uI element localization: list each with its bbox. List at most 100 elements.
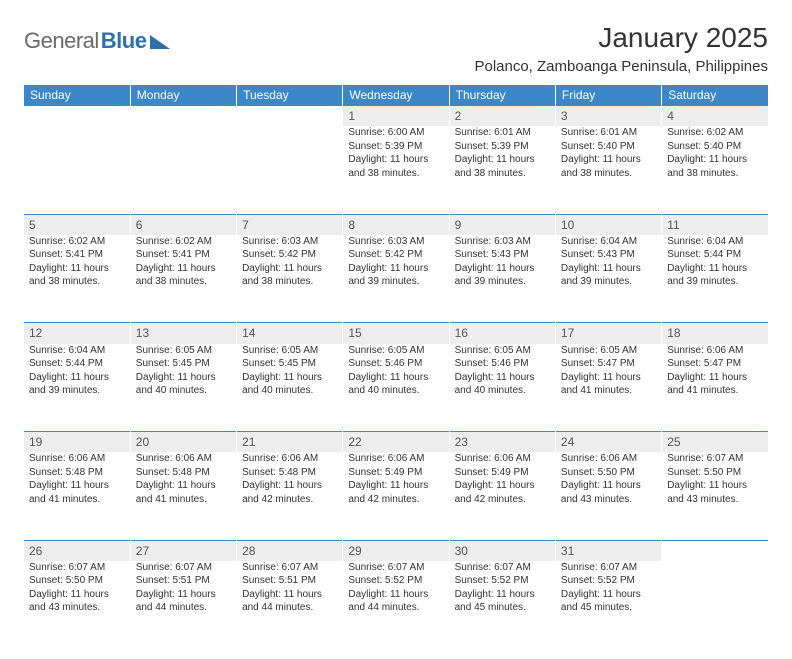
day-detail-cell: Sunrise: 6:00 AMSunset: 5:39 PMDaylight:… (343, 126, 449, 214)
sunset-line: Sunset: 5:49 PM (455, 466, 550, 480)
day-detail-cell: Sunrise: 6:05 AMSunset: 5:47 PMDaylight:… (555, 344, 661, 432)
day-detail-cell (662, 561, 768, 649)
daylight-line: Daylight: 11 hours and 39 minutes. (667, 262, 763, 289)
sunset-line: Sunset: 5:47 PM (667, 357, 763, 371)
month-title: January 2025 (474, 22, 768, 54)
sunset-line: Sunset: 5:41 PM (29, 248, 125, 262)
weekday-header: Monday (130, 85, 236, 106)
sunset-line: Sunset: 5:40 PM (561, 140, 656, 154)
day-number-cell: 23 (449, 432, 555, 453)
daylight-line: Daylight: 11 hours and 38 minutes. (136, 262, 231, 289)
daylight-line: Daylight: 11 hours and 45 minutes. (455, 588, 550, 615)
sunset-line: Sunset: 5:48 PM (136, 466, 231, 480)
sunset-line: Sunset: 5:42 PM (348, 248, 443, 262)
sunset-line: Sunset: 5:49 PM (348, 466, 443, 480)
sunrise-line: Sunrise: 6:03 AM (348, 235, 443, 249)
day-number-cell: 15 (343, 323, 449, 344)
day-number-cell: 27 (130, 540, 236, 561)
day-detail-row: Sunrise: 6:04 AMSunset: 5:44 PMDaylight:… (24, 344, 768, 432)
sunrise-line: Sunrise: 6:02 AM (29, 235, 125, 249)
location-subtitle: Polanco, Zamboanga Peninsula, Philippine… (474, 58, 768, 75)
day-number-row: 1234 (24, 106, 768, 127)
day-detail-cell: Sunrise: 6:07 AMSunset: 5:50 PMDaylight:… (24, 561, 130, 649)
day-detail-cell: Sunrise: 6:04 AMSunset: 5:43 PMDaylight:… (555, 235, 661, 323)
day-number-cell: 20 (130, 432, 236, 453)
sunrise-line: Sunrise: 6:02 AM (136, 235, 231, 249)
daylight-line: Daylight: 11 hours and 40 minutes. (348, 371, 443, 398)
day-detail-cell (237, 126, 343, 214)
sunrise-line: Sunrise: 6:02 AM (667, 126, 763, 140)
sunrise-line: Sunrise: 6:07 AM (561, 561, 656, 575)
day-number-cell: 30 (449, 540, 555, 561)
day-detail-row: Sunrise: 6:07 AMSunset: 5:50 PMDaylight:… (24, 561, 768, 649)
day-number-cell: 17 (555, 323, 661, 344)
sunset-line: Sunset: 5:40 PM (667, 140, 763, 154)
sunset-line: Sunset: 5:51 PM (242, 574, 337, 588)
day-number-cell: 5 (24, 214, 130, 235)
day-detail-cell: Sunrise: 6:07 AMSunset: 5:50 PMDaylight:… (662, 452, 768, 540)
sunset-line: Sunset: 5:44 PM (29, 357, 125, 371)
sunset-line: Sunset: 5:50 PM (667, 466, 763, 480)
day-number-cell (130, 106, 236, 127)
sunset-line: Sunset: 5:42 PM (242, 248, 337, 262)
sunrise-line: Sunrise: 6:04 AM (667, 235, 763, 249)
weekday-header: Saturday (662, 85, 768, 106)
day-number-cell: 8 (343, 214, 449, 235)
sunset-line: Sunset: 5:46 PM (348, 357, 443, 371)
day-detail-cell: Sunrise: 6:03 AMSunset: 5:42 PMDaylight:… (343, 235, 449, 323)
day-number-cell (24, 106, 130, 127)
sunset-line: Sunset: 5:44 PM (667, 248, 763, 262)
day-number-cell: 25 (662, 432, 768, 453)
sunrise-line: Sunrise: 6:05 AM (561, 344, 656, 358)
weekday-header: Wednesday (343, 85, 449, 106)
daylight-line: Daylight: 11 hours and 43 minutes. (667, 479, 763, 506)
sunset-line: Sunset: 5:51 PM (136, 574, 231, 588)
day-number-cell: 29 (343, 540, 449, 561)
sunset-line: Sunset: 5:45 PM (242, 357, 337, 371)
day-detail-cell: Sunrise: 6:01 AMSunset: 5:40 PMDaylight:… (555, 126, 661, 214)
day-number-cell: 13 (130, 323, 236, 344)
daylight-line: Daylight: 11 hours and 43 minutes. (561, 479, 656, 506)
sunrise-line: Sunrise: 6:07 AM (667, 452, 763, 466)
day-number-cell: 28 (237, 540, 343, 561)
daylight-line: Daylight: 11 hours and 38 minutes. (561, 153, 656, 180)
day-detail-cell: Sunrise: 6:07 AMSunset: 5:51 PMDaylight:… (237, 561, 343, 649)
day-detail-cell: Sunrise: 6:07 AMSunset: 5:52 PMDaylight:… (343, 561, 449, 649)
calendar-table: Sunday Monday Tuesday Wednesday Thursday… (24, 85, 768, 649)
day-detail-cell: Sunrise: 6:07 AMSunset: 5:52 PMDaylight:… (449, 561, 555, 649)
day-number-cell: 12 (24, 323, 130, 344)
sunrise-line: Sunrise: 6:03 AM (242, 235, 337, 249)
daylight-line: Daylight: 11 hours and 41 minutes. (29, 479, 125, 506)
daylight-line: Daylight: 11 hours and 42 minutes. (348, 479, 443, 506)
sunset-line: Sunset: 5:46 PM (455, 357, 550, 371)
sunrise-line: Sunrise: 6:06 AM (348, 452, 443, 466)
sunrise-line: Sunrise: 6:07 AM (242, 561, 337, 575)
sunrise-line: Sunrise: 6:01 AM (561, 126, 656, 140)
daylight-line: Daylight: 11 hours and 42 minutes. (242, 479, 337, 506)
sunrise-line: Sunrise: 6:04 AM (561, 235, 656, 249)
day-detail-row: Sunrise: 6:00 AMSunset: 5:39 PMDaylight:… (24, 126, 768, 214)
day-number-cell: 4 (662, 106, 768, 127)
day-number-row: 567891011 (24, 214, 768, 235)
day-number-cell: 22 (343, 432, 449, 453)
sunset-line: Sunset: 5:39 PM (348, 140, 443, 154)
sunrise-line: Sunrise: 6:07 AM (136, 561, 231, 575)
sunrise-line: Sunrise: 6:07 AM (348, 561, 443, 575)
sunrise-line: Sunrise: 6:01 AM (455, 126, 550, 140)
daylight-line: Daylight: 11 hours and 39 minutes. (29, 371, 125, 398)
day-number-cell (237, 106, 343, 127)
day-detail-cell (130, 126, 236, 214)
day-detail-cell: Sunrise: 6:03 AMSunset: 5:42 PMDaylight:… (237, 235, 343, 323)
weekday-header-row: Sunday Monday Tuesday Wednesday Thursday… (24, 85, 768, 106)
daylight-line: Daylight: 11 hours and 39 minutes. (455, 262, 550, 289)
sunrise-line: Sunrise: 6:06 AM (561, 452, 656, 466)
sunrise-line: Sunrise: 6:05 AM (242, 344, 337, 358)
daylight-line: Daylight: 11 hours and 41 minutes. (561, 371, 656, 398)
weekday-header: Thursday (449, 85, 555, 106)
day-detail-cell: Sunrise: 6:05 AMSunset: 5:46 PMDaylight:… (449, 344, 555, 432)
day-detail-cell: Sunrise: 6:06 AMSunset: 5:48 PMDaylight:… (130, 452, 236, 540)
day-number-cell: 3 (555, 106, 661, 127)
daylight-line: Daylight: 11 hours and 44 minutes. (136, 588, 231, 615)
page: GeneralBlue January 2025 Polanco, Zamboa… (0, 0, 792, 659)
day-number-cell: 21 (237, 432, 343, 453)
